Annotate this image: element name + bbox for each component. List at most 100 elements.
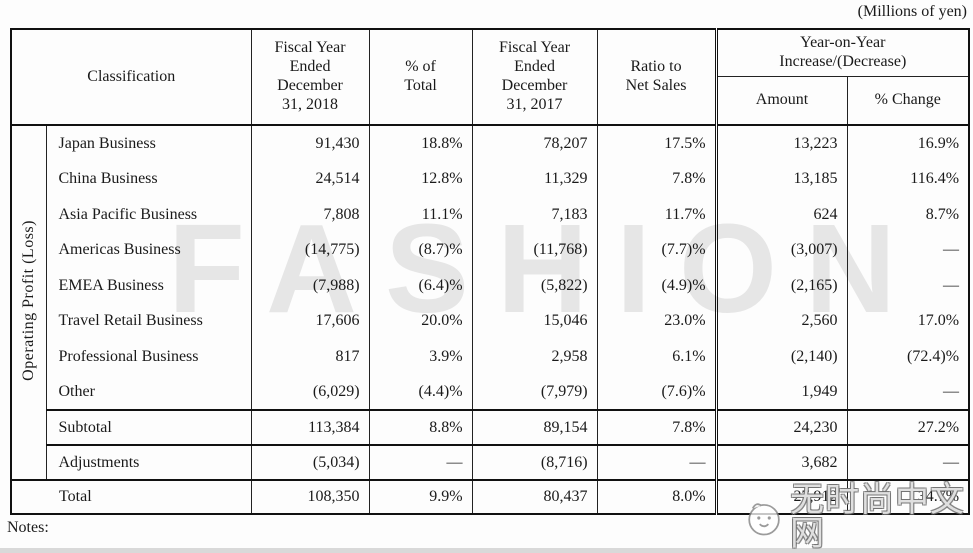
cell-amount: 624: [714, 197, 848, 232]
cell-pct-total: (6.4)%: [368, 268, 473, 303]
cell-amount: (2,140): [714, 339, 848, 374]
cell-fy2018: 7,808: [250, 197, 370, 232]
table-row-subtotal: Subtotal 113,384 8.8% 89,154 7.8% 24,230…: [11, 409, 970, 445]
cell-label: Travel Retail Business: [45, 303, 252, 339]
cell-fy2018: 113,384: [250, 409, 370, 445]
cell-fy2018: 17,606: [250, 303, 370, 339]
header-fy2017: Fiscal Year Ended December 31, 2017: [471, 29, 598, 126]
cell-fy2017: (11,768): [471, 232, 598, 268]
row-group-label: Operating Profit (Loss): [19, 219, 37, 381]
site-watermark: 无时尚中文网: [744, 484, 973, 552]
site-watermark-text: 无时尚中文网: [790, 482, 966, 553]
cell-label: Subtotal: [45, 409, 252, 445]
table-row: Americas Business (14,775) (8.7)% (11,76…: [11, 232, 970, 268]
cell-fy2017: 89,154: [471, 409, 598, 445]
cell-amount: 1,949: [714, 374, 848, 410]
cell-fy2017: 78,207: [471, 125, 598, 161]
cell-ratio: 17.5%: [596, 125, 717, 161]
cell-ratio: (4.9)%: [596, 268, 717, 303]
cell-pct-change: 8.7%: [846, 197, 970, 232]
table-row: Travel Retail Business 17,606 20.0% 15,0…: [11, 303, 970, 339]
cell-ratio: 6.1%: [596, 339, 717, 374]
cell-fy2018: (14,775): [250, 232, 370, 268]
bottom-strip: [0, 548, 973, 553]
table-row: Asia Pacific Business 7,808 11.1% 7,183 …: [11, 197, 970, 232]
cell-ratio: —: [596, 444, 717, 480]
cell-ratio: (7.7)%: [596, 232, 717, 268]
table-row-total: Total 108,350 9.9% 80,437 8.0% 27,912 34…: [11, 479, 970, 514]
table-row: Other (6,029) (4.4)% (7,979) (7.6)% 1,94…: [11, 374, 970, 410]
cell-amount: 13,223: [714, 125, 848, 161]
cell-fy2018: 24,514: [250, 161, 370, 197]
table-row: EMEA Business (7,988) (6.4)% (5,822) (4.…: [11, 268, 970, 303]
cell-ratio: 7.8%: [596, 409, 717, 445]
cell-pct-change: 116.4%: [846, 161, 970, 197]
cell-fy2017: 15,046: [471, 303, 598, 339]
cell-pct-total: 12.8%: [368, 161, 473, 197]
header-pct-change: % Change: [846, 76, 970, 126]
cell-fy2017: (7,979): [471, 374, 598, 410]
operating-profit-table: Classification Fiscal Year Ended Decembe…: [10, 28, 971, 515]
header-yoy: Year-on-Year Increase/(Decrease): [714, 29, 970, 77]
cell-ratio: 23.0%: [596, 303, 717, 339]
cell-ratio: 7.8%: [596, 161, 717, 197]
cell-pct-total: (8.7)%: [368, 232, 473, 268]
cell-label: Adjustments: [45, 444, 252, 480]
cell-fy2018: 91,430: [250, 125, 370, 161]
cell-amount: 2,560: [714, 303, 848, 339]
cell-amount: (3,007): [714, 232, 848, 268]
header-amount: Amount: [714, 76, 848, 126]
header-pct-of-total: % of Total: [368, 29, 473, 126]
cell-label: Asia Pacific Business: [45, 197, 252, 232]
cell-pct-total: 9.9%: [368, 479, 473, 514]
cell-pct-total: 11.1%: [368, 197, 473, 232]
cell-fy2018: 108,350: [250, 479, 370, 514]
cell-fy2017: 11,329: [471, 161, 598, 197]
cell-pct-change: 27.2%: [846, 409, 970, 445]
table-row: China Business 24,514 12.8% 11,329 7.8% …: [11, 161, 970, 197]
header-fy2018: Fiscal Year Ended December 31, 2018: [250, 29, 370, 126]
cell-pct-total: —: [368, 444, 473, 480]
cell-pct-change: —: [846, 444, 970, 480]
cell-pct-total: 3.9%: [368, 339, 473, 374]
cell-pct-change: 16.9%: [846, 125, 970, 161]
cell-pct-change: (72.4)%: [846, 339, 970, 374]
cell-pct-total: 20.0%: [368, 303, 473, 339]
cell-pct-total: 8.8%: [368, 409, 473, 445]
table-row: Professional Business 817 3.9% 2,958 6.1…: [11, 339, 970, 374]
table-row-adjustments: Adjustments (5,034) — (8,716) — 3,682 —: [11, 444, 970, 480]
cell-pct-change: 17.0%: [846, 303, 970, 339]
cell-fy2017: (5,822): [471, 268, 598, 303]
cell-amount: 13,185: [714, 161, 848, 197]
notes-label: Notes:: [7, 519, 49, 536]
cell-fy2018: (7,988): [250, 268, 370, 303]
cell-pct-change: —: [846, 374, 970, 410]
row-group-cell: Operating Profit (Loss): [11, 125, 46, 480]
cell-amount: 27,912: [714, 479, 848, 514]
cell-pct-change: —: [846, 232, 970, 268]
cell-label: Americas Business: [45, 232, 252, 268]
cell-ratio: 8.0%: [596, 479, 717, 514]
cell-ratio: 11.7%: [596, 197, 717, 232]
cell-pct-total: (4.4)%: [368, 374, 473, 410]
cell-label: China Business: [45, 161, 252, 197]
cell-label: EMEA Business: [45, 268, 252, 303]
cell-fy2018: (5,034): [250, 444, 370, 480]
cell-label: Japan Business: [45, 125, 252, 161]
cell-pct-total: 18.8%: [368, 125, 473, 161]
cell-fy2017: 80,437: [471, 479, 598, 514]
header-classification: Classification: [11, 29, 252, 126]
chick-face-icon: [748, 503, 780, 536]
cell-pct-change: 34.7%: [846, 479, 970, 514]
unit-label: (Millions of yen): [857, 3, 967, 20]
cell-pct-change: —: [846, 268, 970, 303]
cell-amount: 24,230: [714, 409, 848, 445]
cell-fy2018: 817: [250, 339, 370, 374]
cell-amount: 3,682: [714, 444, 848, 480]
cell-label: Other: [45, 374, 252, 410]
header-ratio-to-net-sales: Ratio to Net Sales: [596, 29, 717, 126]
cell-amount: (2,165): [714, 268, 848, 303]
cell-ratio: (7.6)%: [596, 374, 717, 410]
cell-fy2017: 2,958: [471, 339, 598, 374]
